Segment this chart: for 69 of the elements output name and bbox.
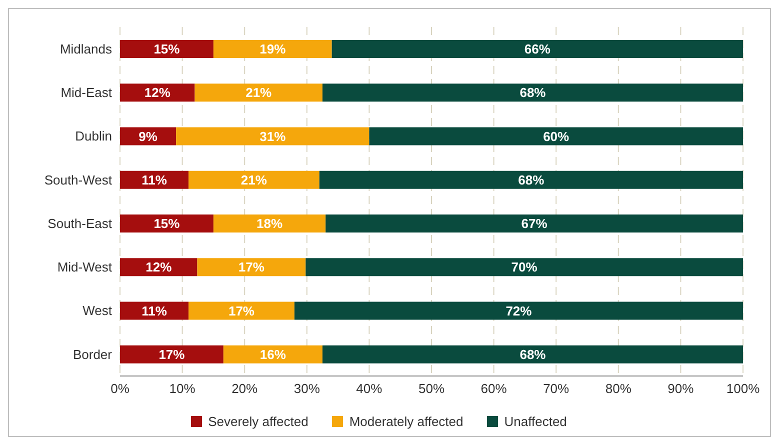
bar xyxy=(213,214,326,232)
data-label: 68% xyxy=(518,172,545,188)
y-tick-label: South-East xyxy=(48,216,112,231)
x-tick-label: 30% xyxy=(294,381,320,396)
x-tick-label: 90% xyxy=(668,381,694,396)
y-tick-label: South-West xyxy=(44,172,112,188)
bar xyxy=(294,302,743,320)
y-tick-label: Midlands xyxy=(60,41,112,56)
x-tick-label: 0% xyxy=(110,381,130,396)
bar xyxy=(369,127,743,146)
bar xyxy=(188,170,320,189)
data-label: 16% xyxy=(260,346,286,362)
bar xyxy=(120,170,189,189)
data-label: 68% xyxy=(520,85,546,100)
data-label: 67% xyxy=(521,216,548,231)
bar xyxy=(322,84,743,102)
bar xyxy=(120,302,189,320)
data-label: 12% xyxy=(146,260,172,275)
legend-label: Moderately affected xyxy=(348,414,464,429)
x-tick-label: 60% xyxy=(480,381,508,396)
data-label: 19% xyxy=(260,42,286,56)
data-label: 17% xyxy=(158,346,186,362)
data-label: 15% xyxy=(154,42,180,56)
bar xyxy=(176,127,370,146)
bar xyxy=(306,258,743,276)
y-tick-label: Mid-West xyxy=(57,260,112,275)
x-tick-label: 20% xyxy=(232,381,258,396)
bar xyxy=(120,345,224,364)
data-label: 31% xyxy=(260,128,286,144)
data-label: 11% xyxy=(142,172,168,188)
bar xyxy=(332,40,743,58)
data-label: 66% xyxy=(524,42,551,56)
x-tick-label: 40% xyxy=(356,381,383,396)
y-tick-label: Border xyxy=(72,346,113,362)
data-label: 60% xyxy=(543,128,570,144)
bar xyxy=(326,214,743,232)
bar xyxy=(223,345,322,364)
data-label: 9% xyxy=(138,128,158,144)
bar xyxy=(120,258,198,276)
data-label: 15% xyxy=(154,216,180,231)
bar xyxy=(197,258,306,276)
bar xyxy=(120,214,214,232)
x-tick-label: 70% xyxy=(543,381,570,396)
data-label: 68% xyxy=(520,346,546,362)
legend-label: Severely affected xyxy=(207,414,308,429)
y-tick-label: West xyxy=(82,303,112,318)
bar xyxy=(213,40,332,58)
x-tick-label: 80% xyxy=(605,381,632,396)
data-label: 21% xyxy=(240,172,268,188)
data-label: 12% xyxy=(144,85,171,100)
x-tick-label: 50% xyxy=(418,381,445,396)
data-label: 21% xyxy=(246,85,272,100)
bar xyxy=(120,40,214,58)
bar xyxy=(322,345,743,364)
y-tick-label: Mid-East xyxy=(60,85,112,100)
data-label: 11% xyxy=(142,303,168,318)
bar xyxy=(319,170,743,189)
data-label: 17% xyxy=(238,260,265,275)
data-label: 18% xyxy=(256,216,283,231)
y-tick-label: Dublin xyxy=(75,128,112,144)
bar xyxy=(194,84,322,102)
bar xyxy=(188,302,294,320)
legend-label: Unaffected xyxy=(503,414,567,429)
data-label: 17% xyxy=(228,303,255,318)
data-label: 70% xyxy=(511,260,538,275)
x-tick-label: 100% xyxy=(726,381,760,396)
x-tick-label: 10% xyxy=(169,381,196,396)
data-label: 72% xyxy=(506,303,532,318)
bar xyxy=(120,84,195,102)
